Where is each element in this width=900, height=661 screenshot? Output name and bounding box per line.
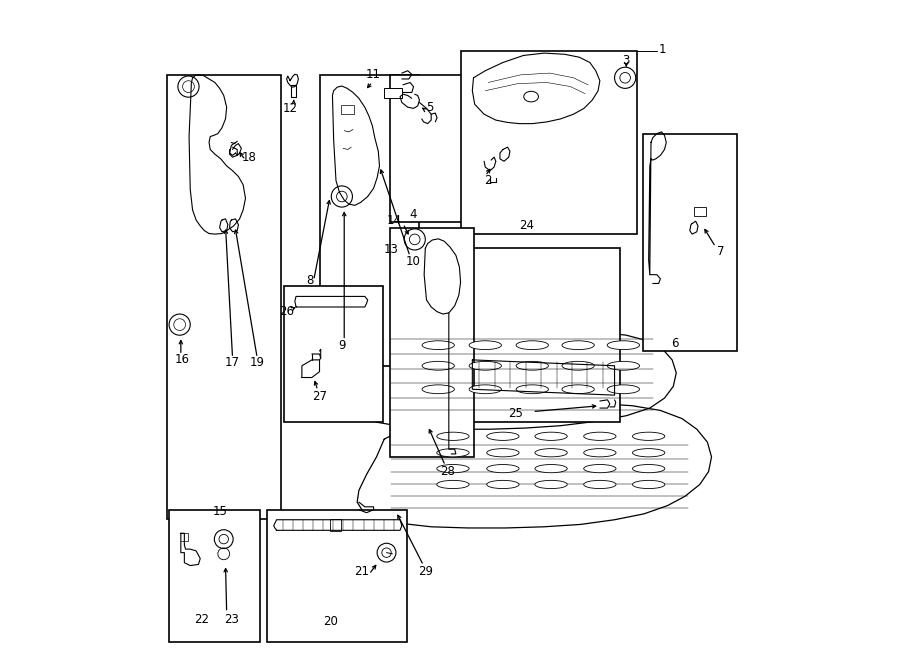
Bar <box>329 519 341 531</box>
Text: 17: 17 <box>225 356 240 369</box>
Text: 16: 16 <box>176 354 190 366</box>
Bar <box>694 207 706 216</box>
Ellipse shape <box>469 385 501 394</box>
Bar <box>320 75 419 366</box>
Text: 5: 5 <box>426 100 433 114</box>
Text: 7: 7 <box>716 245 725 258</box>
Ellipse shape <box>608 341 640 350</box>
Ellipse shape <box>584 481 616 488</box>
Ellipse shape <box>487 449 519 457</box>
Ellipse shape <box>535 465 567 473</box>
Bar <box>166 75 282 519</box>
Text: 24: 24 <box>519 219 534 233</box>
Bar <box>341 105 355 114</box>
Text: 3: 3 <box>623 54 630 67</box>
Text: 25: 25 <box>508 407 523 420</box>
Bar <box>643 134 737 351</box>
Ellipse shape <box>436 432 469 440</box>
Bar <box>384 88 401 98</box>
Ellipse shape <box>584 465 616 473</box>
Bar <box>461 52 637 233</box>
Text: 10: 10 <box>406 254 421 268</box>
Bar <box>169 510 260 642</box>
Ellipse shape <box>633 432 665 440</box>
Text: 12: 12 <box>283 102 298 115</box>
Text: 8: 8 <box>306 274 314 287</box>
Ellipse shape <box>608 385 640 394</box>
Ellipse shape <box>422 362 454 370</box>
Ellipse shape <box>487 465 519 473</box>
Ellipse shape <box>516 385 548 394</box>
Ellipse shape <box>535 481 567 488</box>
Text: 2: 2 <box>484 174 492 187</box>
Text: 29: 29 <box>418 565 433 578</box>
Text: 19: 19 <box>249 356 265 369</box>
Ellipse shape <box>562 362 594 370</box>
Bar <box>390 227 473 457</box>
Ellipse shape <box>469 341 501 350</box>
Ellipse shape <box>436 465 469 473</box>
Ellipse shape <box>633 465 665 473</box>
Ellipse shape <box>487 481 519 488</box>
Ellipse shape <box>535 449 567 457</box>
Ellipse shape <box>562 341 594 350</box>
Ellipse shape <box>633 449 665 457</box>
Text: 9: 9 <box>338 338 346 352</box>
Ellipse shape <box>562 385 594 394</box>
Text: 14: 14 <box>387 214 401 227</box>
Bar <box>266 510 407 642</box>
Ellipse shape <box>524 91 538 102</box>
Ellipse shape <box>422 385 454 394</box>
Ellipse shape <box>436 481 469 488</box>
Ellipse shape <box>516 341 548 350</box>
Bar <box>284 286 383 422</box>
Text: 22: 22 <box>194 613 210 626</box>
Ellipse shape <box>633 481 665 488</box>
Bar <box>461 249 620 422</box>
Bar <box>390 75 473 222</box>
Ellipse shape <box>422 341 454 350</box>
Text: 11: 11 <box>366 68 381 81</box>
Text: 15: 15 <box>212 505 227 518</box>
Ellipse shape <box>487 432 519 440</box>
Ellipse shape <box>436 449 469 457</box>
Text: 6: 6 <box>670 337 679 350</box>
Ellipse shape <box>584 449 616 457</box>
Ellipse shape <box>584 432 616 440</box>
Text: 4: 4 <box>410 208 418 221</box>
Text: 18: 18 <box>241 151 256 164</box>
Text: 27: 27 <box>312 390 327 403</box>
Text: 21: 21 <box>355 565 369 578</box>
Text: 26: 26 <box>279 305 294 318</box>
Text: 20: 20 <box>323 615 338 628</box>
Ellipse shape <box>535 432 567 440</box>
Text: 28: 28 <box>440 465 455 478</box>
Text: 1: 1 <box>659 43 667 56</box>
Ellipse shape <box>469 362 501 370</box>
Text: 23: 23 <box>224 613 238 626</box>
Ellipse shape <box>608 362 640 370</box>
Ellipse shape <box>516 362 548 370</box>
Text: 13: 13 <box>383 243 399 256</box>
